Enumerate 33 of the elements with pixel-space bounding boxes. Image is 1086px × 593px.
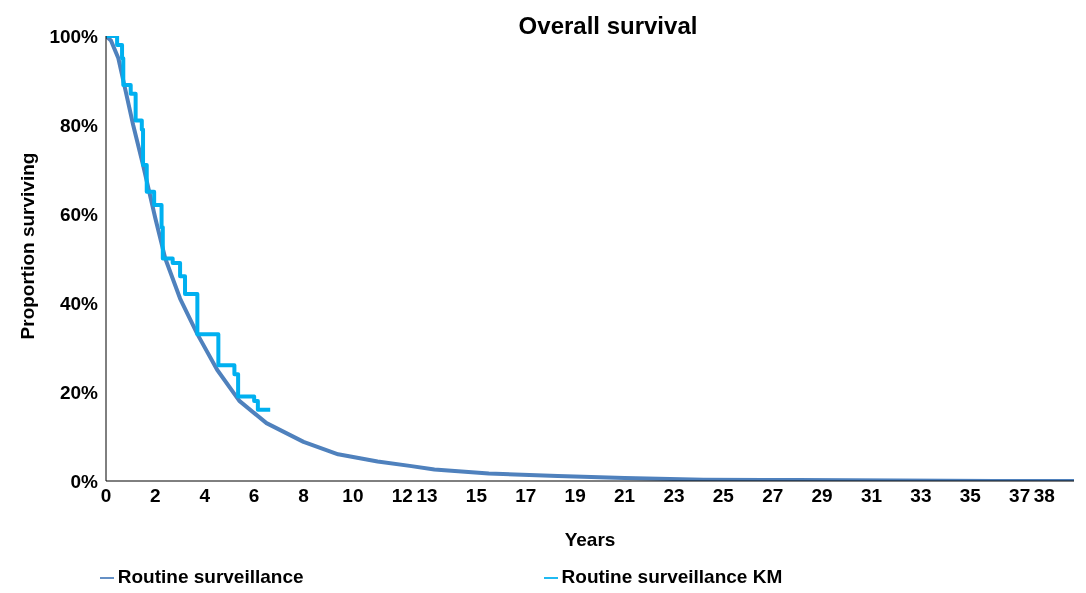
x-tick-label: 6 [248, 485, 260, 507]
x-tick-label: 12 [391, 485, 413, 507]
x-axis-title: Years [564, 529, 616, 550]
x-tick-label: 19 [564, 485, 586, 507]
x-tick-label: 13 [416, 485, 438, 507]
y-axis-title: Proportion surviving [17, 152, 39, 340]
x-tick-label: 38 [1033, 485, 1055, 507]
legend-label: Routine surveillance [117, 566, 304, 587]
x-tick-label: 35 [959, 485, 982, 507]
x-tick-label: 31 [860, 485, 883, 507]
x-tick-label: 15 [465, 485, 488, 507]
x-tick-label: 4 [199, 485, 211, 507]
x-tick-label: 17 [515, 485, 537, 507]
x-tick-label: 2 [150, 485, 161, 507]
legend-label: Routine surveillance KM [561, 566, 783, 587]
y-tick-label: 60% [59, 203, 99, 225]
x-tick-label: 29 [811, 485, 833, 507]
y-tick-label: 40% [59, 292, 99, 314]
x-tick-label: 21 [614, 485, 636, 507]
line-series [106, 36, 1074, 481]
x-tick-label: 8 [298, 485, 309, 507]
x-tick-label: 0 [100, 485, 112, 507]
x-tick-label: 37 [1009, 485, 1031, 507]
y-tick-label: 100% [49, 25, 99, 47]
y-tick-label: 0% [70, 470, 99, 492]
x-tick-label: 27 [762, 485, 784, 507]
chart-title: Overall survival [518, 12, 698, 39]
x-tick-label: 23 [663, 485, 685, 507]
y-tick-label: 80% [59, 114, 99, 136]
x-tick-label: 10 [342, 485, 364, 507]
y-tick-label: 20% [59, 381, 99, 403]
x-tick-label: 25 [712, 485, 735, 507]
x-tick-label: 33 [910, 485, 932, 507]
